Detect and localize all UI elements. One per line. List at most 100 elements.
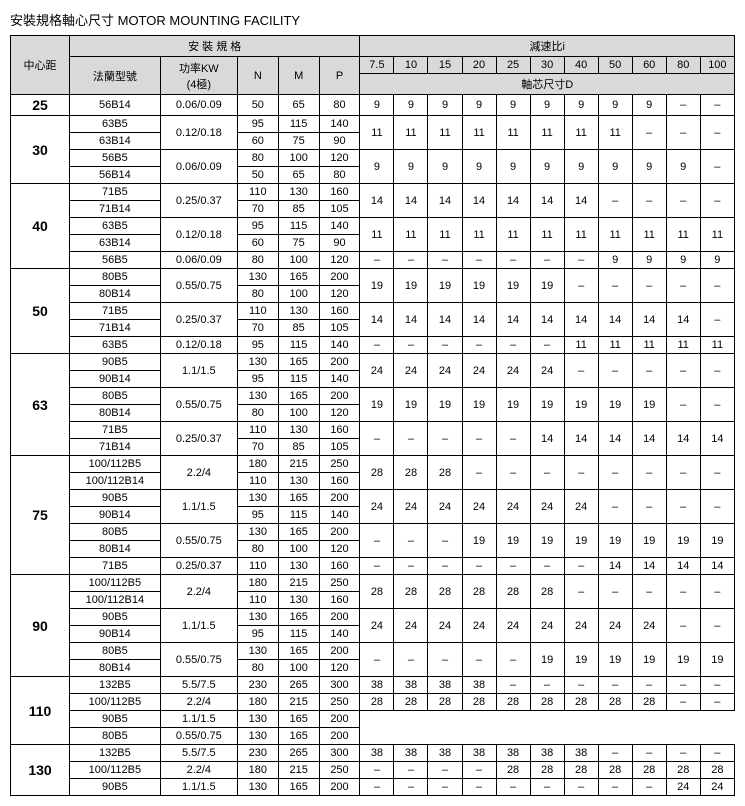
shaft-dim: 28 [598,762,632,779]
shaft-dim: 11 [462,116,496,150]
dim-n: 180 [237,762,278,779]
table-row: 90B51.1/1.5130165200–––––––––2424 [11,779,735,796]
flange-model: 132B5 [69,677,160,694]
shaft-dim: – [428,779,462,796]
dim-m: 165 [278,711,319,728]
shaft-dim: 11 [700,218,734,252]
dim-p: 200 [319,388,360,405]
shaft-dim: 24 [394,354,428,388]
shaft-dim: 19 [530,269,564,303]
dim-p: 140 [319,337,360,354]
shaft-dim: – [666,184,700,218]
power-kw: 0.12/0.18 [160,116,237,150]
shaft-dim: 28 [394,694,428,711]
hdr-ratio-val: 15 [428,57,462,74]
shaft-dim: 11 [666,337,700,354]
shaft-dim: – [360,779,394,796]
shaft-dim: – [360,337,394,354]
flange-model: 63B5 [69,337,160,354]
shaft-dim: 28 [496,694,530,711]
shaft-dim: – [700,269,734,303]
dim-m: 165 [278,609,319,626]
shaft-dim: 24 [394,609,428,643]
shaft-dim: 19 [564,388,598,422]
flange-model: 63B5 [69,218,160,235]
dim-p: 200 [319,779,360,796]
dim-p: 140 [319,218,360,235]
dim-m: 100 [278,541,319,558]
shaft-dim: 24 [428,354,462,388]
shaft-dim: – [360,643,394,677]
shaft-dim: 24 [632,609,666,643]
table-row: 56B50.06/0.0980100120–––––––9999 [11,252,735,269]
shaft-dim: – [428,762,462,779]
dim-n: 110 [237,303,278,320]
shaft-dim: 38 [360,677,394,694]
dim-p: 200 [319,643,360,660]
power-kw: 1.1/1.5 [160,609,237,643]
shaft-dim: – [700,745,734,762]
shaft-dim: 19 [462,524,496,558]
table-row: 3063B50.12/0.18951151401111111111111111–… [11,116,735,133]
shaft-dim: – [598,575,632,609]
table-row: 90B51.1/1.5130165200 [11,711,735,728]
shaft-dim: 19 [428,269,462,303]
shaft-dim: – [394,779,428,796]
flange-model: 132B5 [69,745,160,762]
dim-p: 105 [319,439,360,456]
shaft-dim: 11 [462,218,496,252]
center-distance: 50 [11,269,70,354]
shaft-dim: 19 [598,643,632,677]
shaft-dim: – [496,422,530,456]
shaft-dim: 28 [496,575,530,609]
shaft-dim: 11 [496,218,530,252]
flange-model: 100/112B14 [69,592,160,609]
shaft-dim: 38 [462,677,496,694]
shaft-dim: 28 [394,456,428,490]
shaft-dim: 9 [666,252,700,269]
dim-p: 250 [319,575,360,592]
power-kw: 0.25/0.37 [160,422,237,456]
flange-model: 71B14 [69,201,160,218]
flange-model: 100/112B5 [69,575,160,592]
shaft-dim: 14 [462,184,496,218]
shaft-dim: 28 [360,694,394,711]
dim-n: 95 [237,507,278,524]
dim-p: 140 [319,371,360,388]
center-distance: 25 [11,95,70,116]
shaft-dim: 28 [632,762,666,779]
dim-p: 90 [319,235,360,252]
shaft-dim: – [360,558,394,575]
flange-model: 90B14 [69,507,160,524]
shaft-dim: – [394,422,428,456]
shaft-dim: 9 [598,252,632,269]
shaft-dim: 38 [428,677,462,694]
shaft-dim: – [700,677,734,694]
shaft-dim: 11 [632,337,666,354]
shaft-dim: 28 [360,456,394,490]
shaft-dim: – [530,456,564,490]
shaft-dim: 9 [496,95,530,116]
shaft-dim: 28 [496,762,530,779]
shaft-dim: – [462,643,496,677]
dim-m: 165 [278,388,319,405]
power-kw: 2.2/4 [160,762,237,779]
dim-m: 115 [278,371,319,388]
flange-model: 71B14 [69,439,160,456]
shaft-dim: 11 [598,337,632,354]
shaft-dim: 9 [360,95,394,116]
dim-n: 70 [237,439,278,456]
shaft-dim: 19 [496,524,530,558]
shaft-dim: 38 [462,745,496,762]
dim-p: 80 [319,167,360,184]
center-distance: 30 [11,116,70,184]
shaft-dim: 24 [360,609,394,643]
table-row: 4071B50.25/0.3711013016014141414141414––… [11,184,735,201]
shaft-dim: 9 [632,95,666,116]
dim-m: 65 [278,167,319,184]
dim-m: 130 [278,558,319,575]
shaft-dim: 28 [428,575,462,609]
flange-model: 56B14 [69,167,160,184]
shaft-dim: – [496,643,530,677]
dim-n: 80 [237,660,278,677]
